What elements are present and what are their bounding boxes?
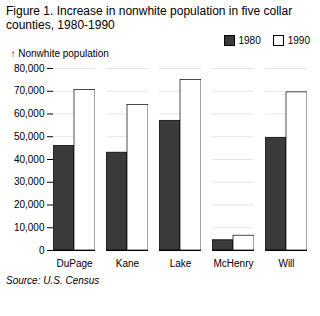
- svg-text:DuPage: DuPage: [56, 258, 93, 269]
- svg-text:10,000: 10,000: [14, 222, 45, 233]
- svg-text:30,000: 30,000: [14, 176, 45, 187]
- html-text:Figure 1. Increase in nonwhite: Figure 1. Increase in nonwhite populatio…: [6, 4, 293, 32]
- svg-text:0: 0: [39, 245, 45, 256]
- svg-text:McHenry: McHenry: [213, 258, 253, 269]
- svg-text:Will: Will: [278, 258, 294, 269]
- svg-text:20,000: 20,000: [14, 199, 45, 210]
- svg-text:Kane: Kane: [116, 258, 140, 269]
- svg-text:50,000: 50,000: [14, 131, 45, 142]
- svg-text:40,000: 40,000: [14, 154, 45, 165]
- svg-text:Lake: Lake: [170, 258, 192, 269]
- svg-text:80,000: 80,000: [14, 63, 45, 74]
- html-text:Source: U.S. Census: Source: U.S. Census: [6, 275, 100, 286]
- svg-text:↑ Nonwhite population: ↑ Nonwhite population: [11, 48, 109, 59]
- svg-text:60,000: 60,000: [14, 108, 45, 119]
- html-text:1990: 1990: [287, 35, 310, 46]
- svg-text:70,000: 70,000: [14, 85, 45, 96]
- html-text:1980: 1980: [238, 35, 261, 46]
